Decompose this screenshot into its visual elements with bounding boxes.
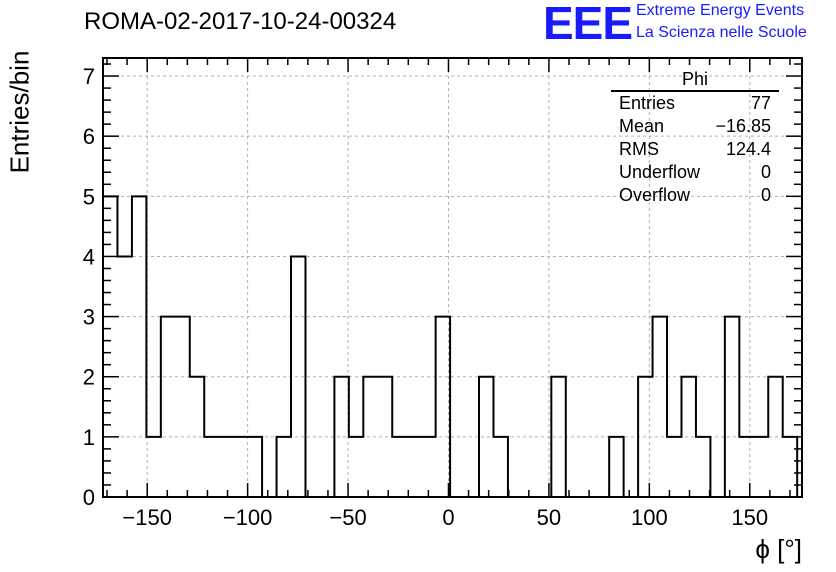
x-tick-label: 100: [631, 505, 668, 530]
x-tick-label: 0: [442, 505, 454, 530]
histogram-bin: [667, 437, 681, 497]
stats-title: Phi: [611, 68, 779, 92]
histogram-bin: [725, 317, 739, 497]
stats-box: Phi Entries 77 Mean −16.85 RMS 124.4 Und…: [611, 68, 779, 207]
histogram-bin: [132, 196, 146, 497]
histogram-bin: [161, 317, 175, 497]
eee-logo: EEE: [543, 0, 633, 49]
histogram-bin: [783, 437, 797, 497]
y-tick-label: 3: [83, 305, 95, 330]
histogram-bin: [103, 196, 117, 497]
histogram-bin: [638, 377, 652, 497]
y-tick-label: 1: [83, 425, 95, 450]
histogram-bin: [421, 437, 435, 497]
chart-title: ROMA-02-2017-10-24-00324: [84, 8, 397, 35]
histogram-bin: [190, 377, 204, 497]
stats-label: Mean: [619, 116, 665, 136]
x-tick-label: −150: [122, 505, 172, 530]
stats-label: Entries: [619, 93, 676, 113]
histogram-bin: [681, 377, 695, 497]
histogram-bin: [479, 377, 493, 497]
stats-row-mean: Mean −16.85: [611, 115, 779, 138]
histogram-bin: [146, 437, 160, 497]
stats-label: RMS: [619, 139, 659, 159]
histogram-bin: [277, 437, 291, 497]
stats-label: Underflow: [619, 162, 701, 182]
y-tick-label: 2: [83, 365, 95, 390]
stats-value: 124.4: [725, 139, 771, 159]
histogram-bin: [233, 437, 247, 497]
tick-labels: −150 −100 −50 0 50 100 150 0 1 2 3 4 5 6 7: [83, 64, 768, 530]
histogram-bin: [407, 437, 421, 497]
stats-label: Overflow: [619, 185, 691, 205]
histogram-bin: [739, 437, 753, 497]
x-tick-label: 150: [731, 505, 768, 530]
histogram-bin: [349, 437, 363, 497]
stats-row-rms: RMS 124.4: [611, 138, 779, 161]
histogram-bin: [363, 377, 377, 497]
plot-frame: [102, 57, 803, 498]
stats-row-overflow: Overflow 0: [611, 184, 779, 207]
histogram-bin: [334, 377, 348, 497]
stats-value: 77: [750, 93, 771, 113]
histogram-bin: [436, 317, 450, 497]
logo-line-1: Extreme Energy Events: [636, 2, 805, 19]
histogram-bin: [696, 437, 710, 497]
histogram-bin: [653, 317, 667, 497]
histogram-bin: [754, 437, 768, 497]
histogram-bin: [219, 437, 233, 497]
histogram-bin: [248, 437, 262, 497]
stats-row-entries: Entries 77: [611, 92, 779, 115]
y-tick-label: 4: [83, 244, 95, 269]
y-tick-label: 5: [83, 184, 95, 209]
histogram-bin: [392, 437, 406, 497]
y-tick-label: 6: [83, 124, 95, 149]
histogram-bin: [291, 256, 305, 497]
stats-row-underflow: Underflow 0: [611, 161, 779, 184]
histogram-bin: [768, 377, 782, 497]
stats-value: 0: [760, 185, 771, 205]
histogram-bin: [175, 317, 189, 497]
axes: [102, 57, 803, 498]
x-axis-label: ϕ [°]: [755, 534, 802, 564]
grid-lines: [103, 58, 802, 497]
y-tick-label: 7: [83, 64, 95, 89]
histogram-bin: [117, 256, 131, 497]
histogram-bin: [204, 437, 218, 497]
y-axis-label: Entries/bin: [4, 50, 35, 174]
stats-value: −16.85: [715, 116, 771, 136]
x-tick-label: −100: [223, 505, 273, 530]
histogram-bin: [609, 437, 623, 497]
histogram-bin: [493, 437, 507, 497]
logo-line-2: La Scienza nelle Scuole: [636, 24, 807, 41]
histogram-bin: [378, 377, 392, 497]
x-tick-label: −50: [329, 505, 366, 530]
histogram-bars: [102, 195, 799, 498]
stats-value: 0: [760, 162, 771, 182]
y-tick-label: 0: [83, 485, 95, 510]
histogram-bin: [551, 377, 565, 497]
x-tick-label: 50: [537, 505, 561, 530]
